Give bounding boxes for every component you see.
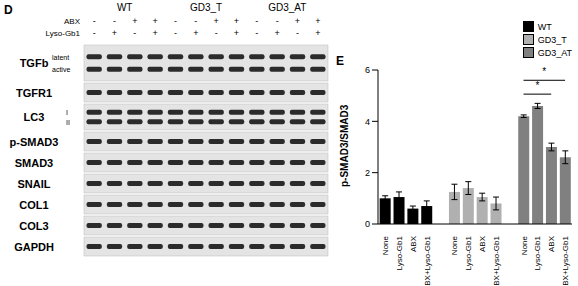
svg-text:-: - [276, 16, 279, 26]
svg-text:GAPDH: GAPDH [14, 241, 54, 253]
svg-text:None: None [520, 235, 529, 255]
svg-text:+: + [275, 28, 280, 38]
svg-text:-: - [93, 16, 96, 26]
svg-text:6: 6 [365, 65, 370, 75]
svg-text:0: 0 [365, 219, 370, 229]
svg-text:II: II [66, 119, 70, 126]
svg-text:+: + [295, 16, 300, 26]
html-text:E: E [336, 54, 344, 68]
svg-text:2: 2 [365, 168, 370, 178]
svg-text:+: + [315, 28, 320, 38]
svg-text:Lyso-Gb1: Lyso-Gb1 [395, 235, 404, 270]
svg-text:-: - [133, 28, 136, 38]
svg-text:ABX: ABX [64, 17, 81, 26]
svg-text:+: + [153, 28, 158, 38]
svg-text:ABX: ABX [478, 235, 487, 252]
svg-text:COL1: COL1 [19, 199, 48, 211]
svg-text:LC3: LC3 [24, 111, 45, 123]
svg-text:+: + [193, 28, 198, 38]
html-text:GD3_T: GD3_T [537, 34, 567, 45]
svg-text:GD3_AT: GD3_AT [268, 2, 306, 13]
svg-text:-: - [296, 28, 299, 38]
svg-text:None: None [381, 235, 390, 255]
svg-text:active: active [52, 66, 70, 73]
svg-text:Lyso-Gb1: Lyso-Gb1 [533, 235, 542, 270]
svg-text:+: + [234, 16, 239, 26]
svg-text:Lyso-Gb1: Lyso-Gb1 [464, 235, 473, 270]
html-text:GD3_AT: GD3_AT [537, 47, 572, 58]
svg-text:-: - [113, 16, 116, 26]
svg-text:-: - [174, 16, 177, 26]
svg-text:TGFb: TGFb [20, 57, 49, 69]
svg-text:*: * [535, 80, 539, 91]
svg-text:D: D [8, 3, 13, 17]
svg-text:None: None [450, 235, 459, 255]
svg-text:ABX+Lyso-Gb1: ABX+Lyso-Gb1 [423, 235, 432, 286]
svg-text:Lyso-Gb1: Lyso-Gb1 [46, 29, 81, 38]
svg-text:ABX+Lyso-Gb1: ABX+Lyso-Gb1 [561, 235, 570, 286]
svg-text:ABX: ABX [547, 235, 556, 252]
svg-text:+: + [132, 16, 137, 26]
svg-text:*: * [542, 66, 546, 77]
svg-text:I: I [66, 109, 68, 116]
svg-text:TGFR1: TGFR1 [16, 87, 52, 99]
svg-text:ABX+Lyso-Gb1: ABX+Lyso-Gb1 [492, 235, 501, 286]
svg-text:SNAIL: SNAIL [18, 178, 51, 190]
html-text:WT: WT [537, 21, 552, 32]
svg-text:p-SMAD3/SMAD3: p-SMAD3/SMAD3 [339, 104, 350, 187]
svg-text:+: + [234, 28, 239, 38]
svg-text:+: + [112, 28, 117, 38]
svg-text:+: + [153, 16, 158, 26]
svg-text:SMAD3: SMAD3 [15, 157, 54, 169]
svg-text:+: + [315, 16, 320, 26]
svg-text:WT: WT [117, 2, 133, 13]
svg-text:-: - [194, 16, 197, 26]
svg-text:-: - [93, 28, 96, 38]
svg-text:ABX: ABX [409, 235, 418, 252]
svg-text:-: - [255, 28, 258, 38]
svg-text:GD3_T: GD3_T [190, 2, 222, 13]
svg-text:+: + [214, 16, 219, 26]
svg-text:latent: latent [52, 54, 69, 61]
svg-text:4: 4 [365, 117, 370, 127]
svg-text:-: - [255, 16, 258, 26]
svg-text:COL3: COL3 [19, 220, 48, 232]
svg-text:-: - [215, 28, 218, 38]
svg-text:-: - [174, 28, 177, 38]
svg-text:p-SMAD3: p-SMAD3 [10, 136, 59, 148]
